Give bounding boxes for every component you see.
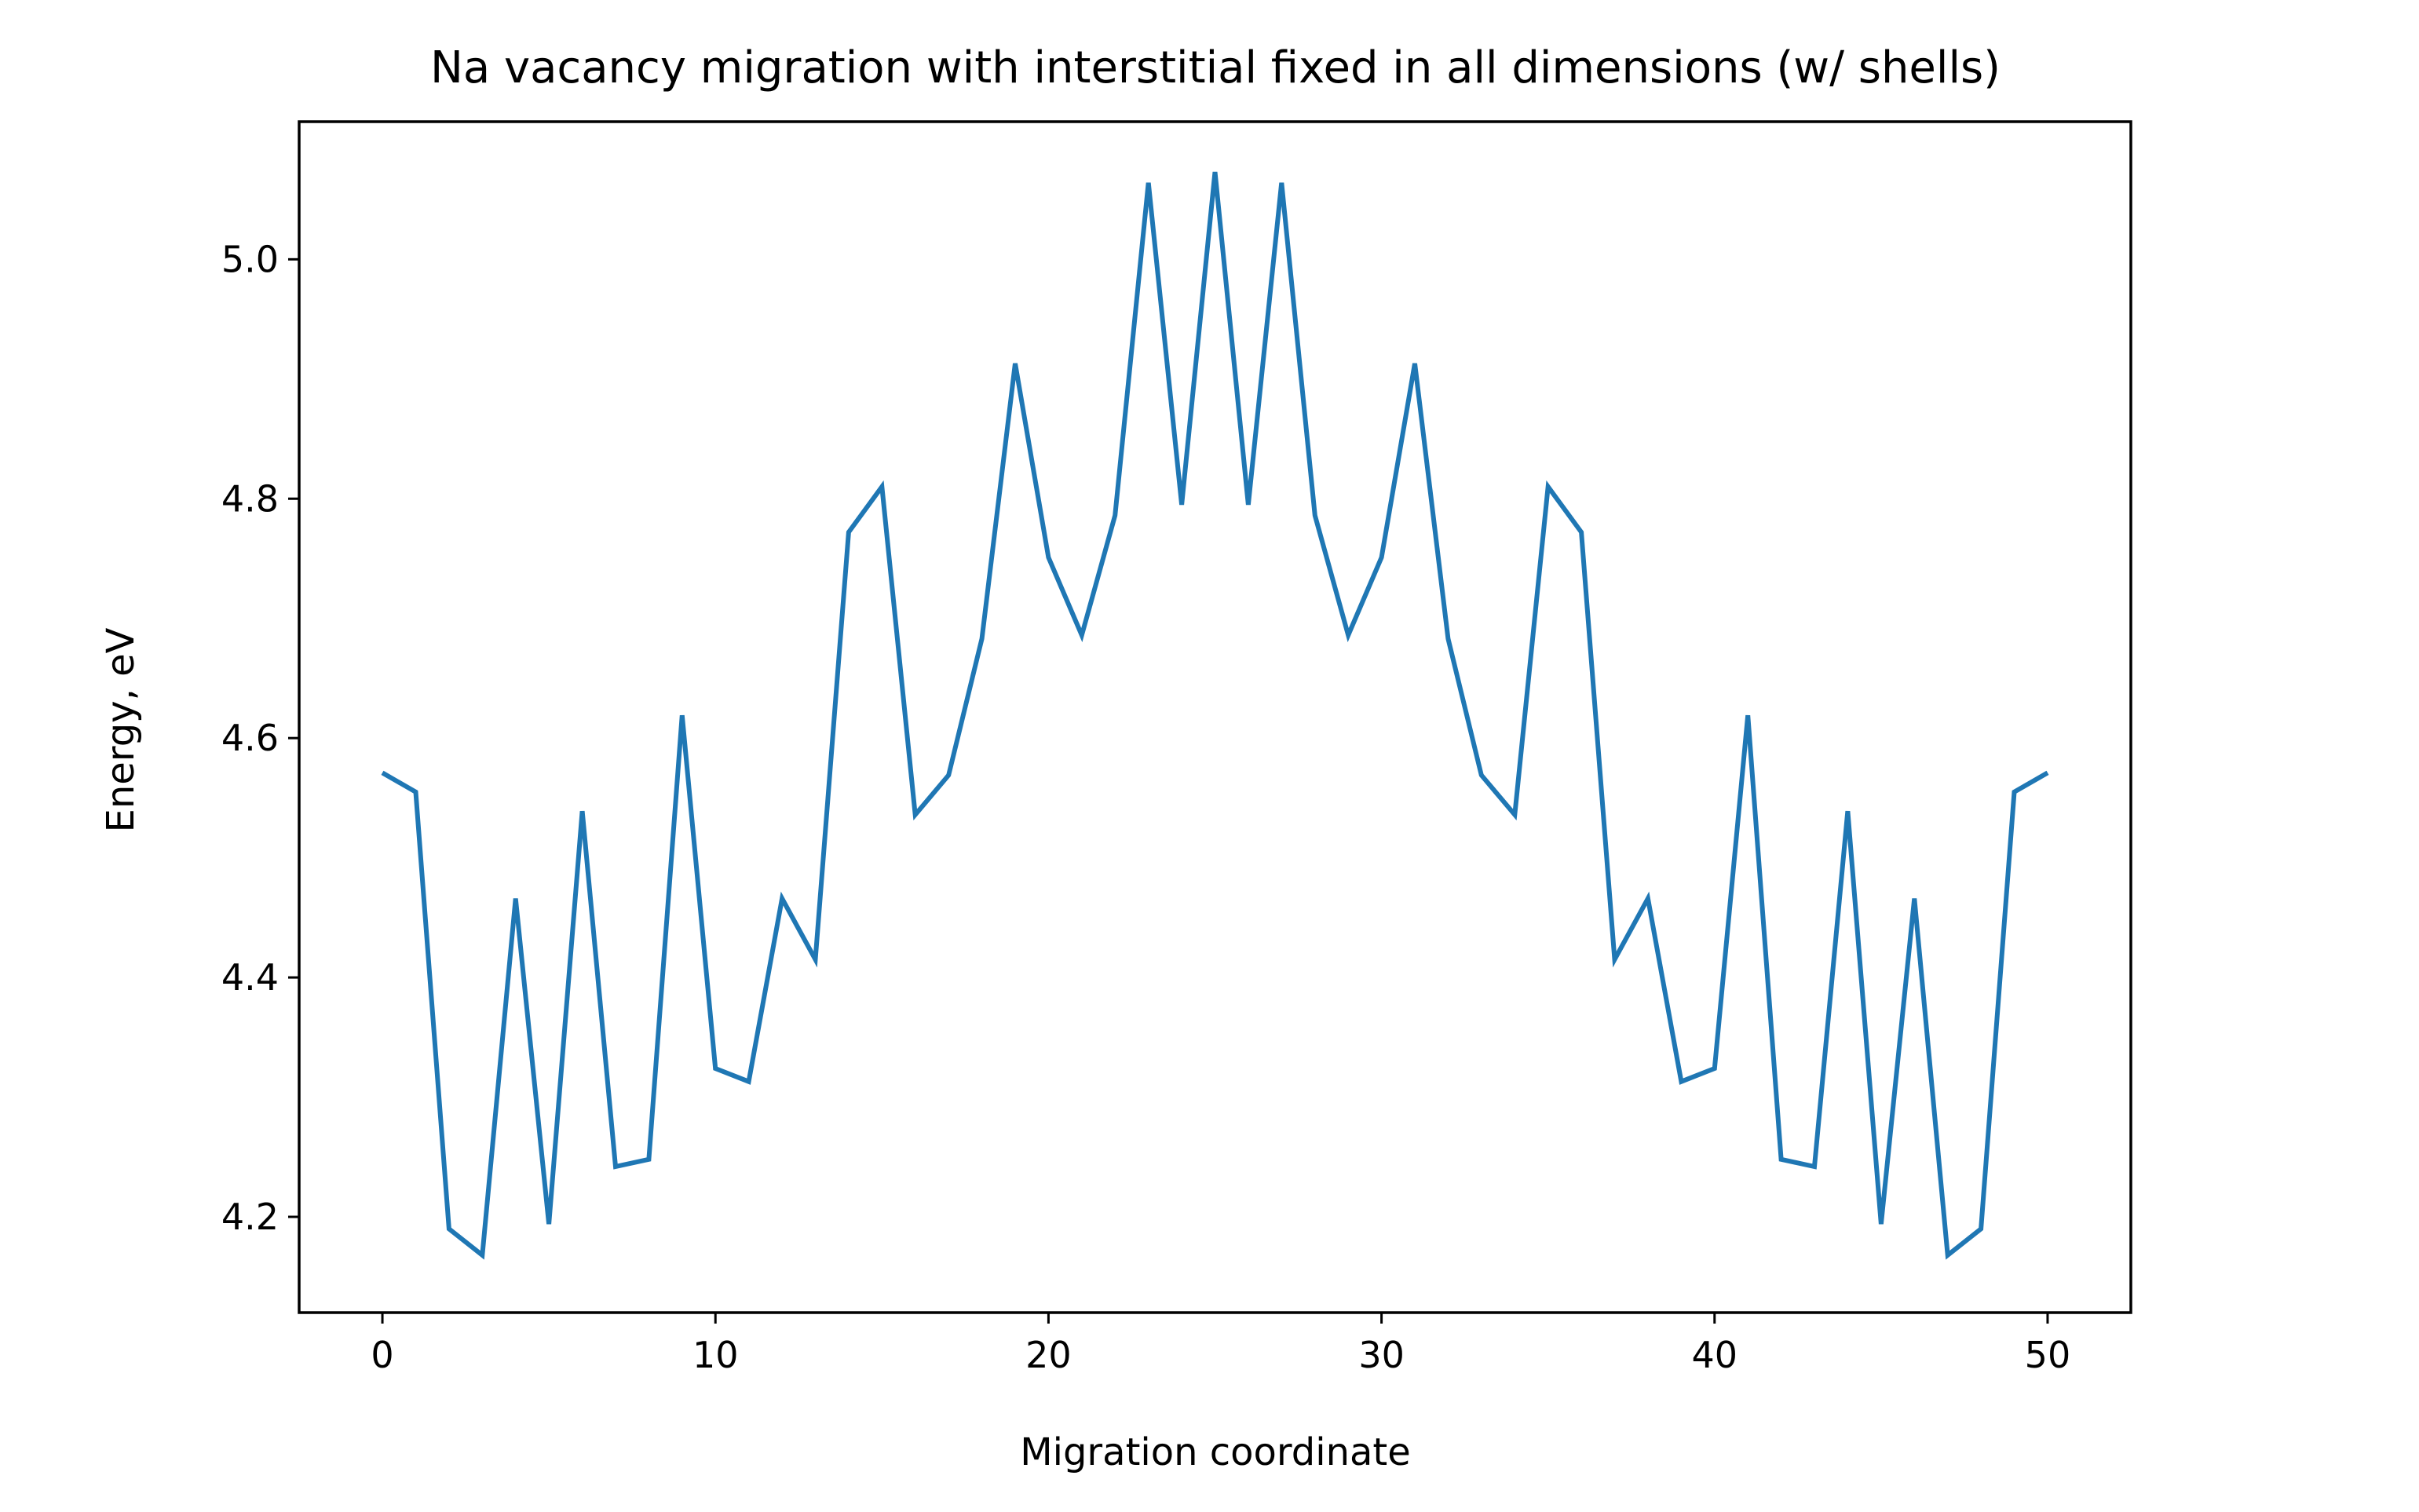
- y-tick-label: 4.4: [221, 956, 279, 999]
- x-tick-label: 40: [1691, 1334, 1738, 1376]
- chart-title: Na vacancy migration with interstitial f…: [430, 42, 2001, 93]
- y-tick-label: 5.0: [221, 238, 279, 280]
- y-axis: 4.2 4.4 4.6 4.8 5.0: [221, 238, 299, 1238]
- x-axis-label: Migration coordinate: [1020, 1430, 1411, 1474]
- y-tick-label: 4.6: [221, 717, 279, 759]
- x-axis: 0 10 20 30 40 50: [371, 1313, 2070, 1376]
- plot-area: [381, 171, 2049, 1260]
- y-axis-label: Energy, eV: [99, 627, 143, 832]
- x-tick-label: 30: [1358, 1334, 1405, 1376]
- x-tick-label: 0: [371, 1334, 393, 1376]
- y-tick-label: 4.8: [221, 477, 279, 520]
- series-line: [381, 171, 2049, 1260]
- x-tick-label: 20: [1025, 1334, 1072, 1376]
- y-tick-label: 4.2: [221, 1196, 279, 1238]
- x-tick-label: 10: [692, 1334, 739, 1376]
- axes-frame: [298, 120, 2132, 1314]
- x-tick-label: 50: [2025, 1334, 2071, 1376]
